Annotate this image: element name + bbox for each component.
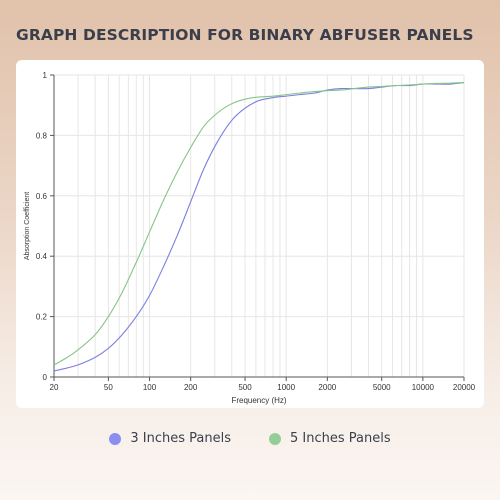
x-tick-label: 200 [184,383,198,392]
x-tick-label: 2000 [318,383,336,392]
chart-card: 0 0.2 0.4 0.6 0.8 1 20 50 100 200 500 1000 2000 5000 1… [16,60,484,408]
series-line-3-inches [53,82,465,372]
legend-item-5-inches: 5 Inches Panels [269,431,391,446]
y-axis-label: Absorption Coefficient [24,192,31,260]
x-tick-label: 100 [143,383,157,392]
x-tick-label: 500 [238,383,252,392]
legend-item-3-inches: 3 Inches Panels [109,431,231,446]
series-line-5-inches [53,82,465,366]
chart-legend: 3 Inches Panels 5 Inches Panels [0,431,500,446]
x-axis-label: Frequency (Hz) [231,396,286,405]
x-tick-label: 1000 [277,383,295,392]
y-tick-label: 1 [43,71,48,80]
page-title: GRAPH DESCRIPTION FOR BINARY ABFUSER PAN… [16,26,474,44]
y-tick-label: 0.8 [36,131,48,140]
x-tick-label: 20000 [453,383,476,392]
y-tick-label: 0.4 [36,252,48,261]
y-tick-label: 0.6 [36,192,48,201]
y-tick-label: 0 [43,373,48,382]
x-tick-label: 20 [50,383,59,392]
x-tick-label: 5000 [373,383,391,392]
legend-label-5-inches: 5 Inches Panels [290,431,391,446]
y-tick-label: 0.2 [36,313,48,322]
legend-label-3-inches: 3 Inches Panels [130,431,231,446]
legend-swatch-3-inches [109,432,122,445]
x-tick-label: 50 [104,383,113,392]
legend-swatch-5-inches [269,432,281,445]
x-tick-label: 10000 [412,383,435,392]
absorption-chart: 0 0.2 0.4 0.6 0.8 1 20 50 100 200 500 1000 2000 5000 1… [24,71,476,405]
